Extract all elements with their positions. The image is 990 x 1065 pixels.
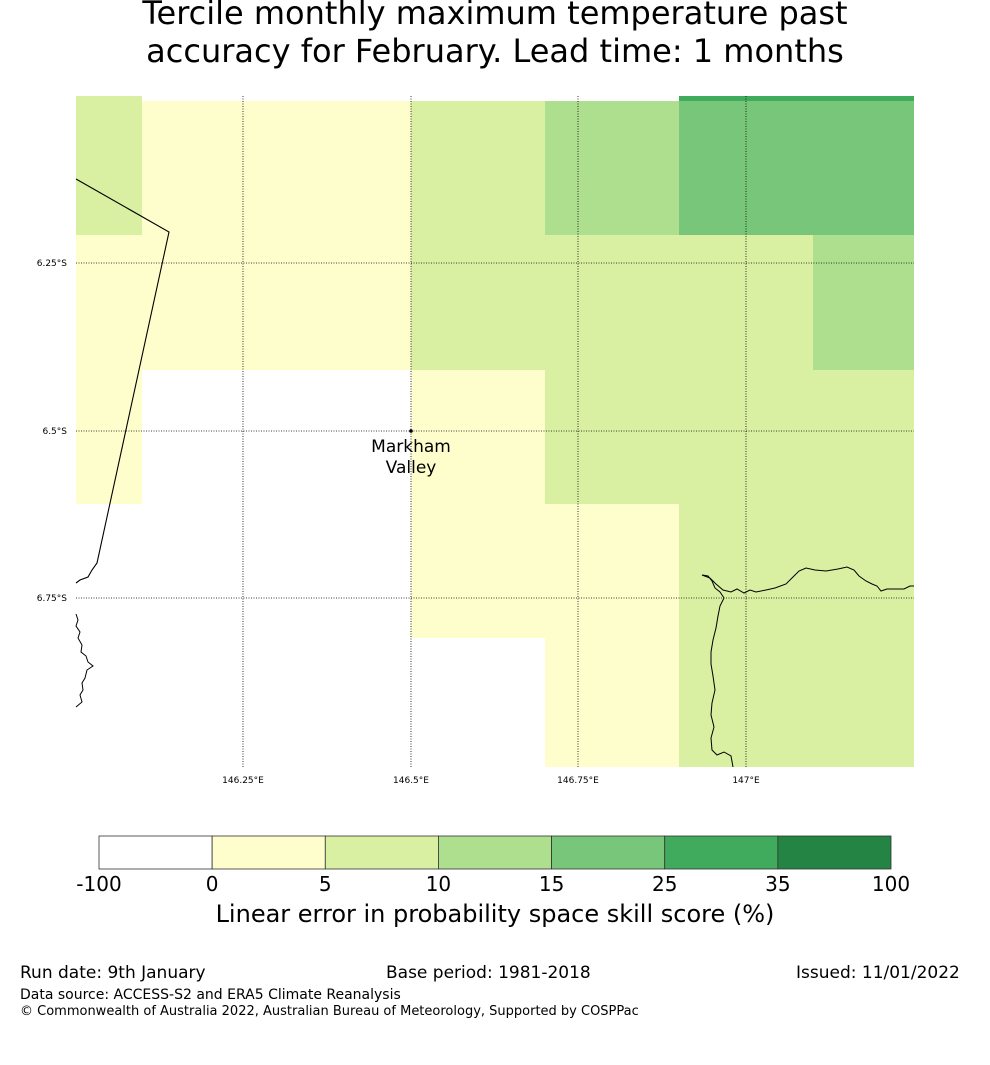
map-cell	[276, 504, 411, 638]
colorbar-label: Linear error in probability space skill …	[215, 900, 775, 928]
map-cell	[545, 370, 679, 504]
markham-valley-marker	[409, 429, 413, 433]
map-cell	[276, 101, 411, 235]
map-cell	[679, 235, 813, 370]
colorbar-swatch	[777, 835, 892, 870]
map-cell	[76, 101, 142, 235]
lon-label-146-75: 146.75°E	[557, 776, 599, 786]
location-label-line-1: Markham	[371, 437, 451, 457]
colorbar-tick-label: 0	[206, 872, 219, 896]
province-border	[75, 178, 170, 584]
map-cell	[411, 504, 545, 638]
colorbar-tick-label: 25	[652, 872, 677, 896]
map-grid-cells	[76, 101, 914, 767]
lat-label-6-5: 6.5°S	[42, 427, 67, 437]
colorbar-tick-label: 35	[765, 872, 790, 896]
map-cell	[679, 101, 813, 235]
map-cell	[679, 638, 813, 767]
map-cell	[411, 638, 545, 767]
copyright: © Commonwealth of Australia 2022, Austra…	[20, 1004, 639, 1019]
coastline-east-shore	[701, 566, 914, 594]
top-edge-strip	[679, 96, 914, 101]
colorbar-tick-label: 15	[539, 872, 564, 896]
chart-title: Tercile monthly maximum temperature past…	[0, 0, 990, 70]
colorbar-tick-label: 100	[872, 872, 910, 896]
skill-map: Markham Valley 146.25°E 146.5°E 146.75°E…	[37, 96, 914, 786]
coastline-east	[701, 574, 734, 768]
map-cell	[813, 370, 914, 504]
colorbar-tick-label: 5	[319, 872, 332, 896]
colorbar-swatch	[438, 835, 552, 870]
title-line-2: accuracy for February. Lead time: 1 mont…	[146, 32, 844, 70]
map-cell	[142, 504, 276, 638]
colorbar-swatch	[551, 835, 666, 870]
colorbar-boxes	[98, 835, 892, 870]
map-cell	[76, 370, 142, 504]
map-cell	[411, 370, 545, 504]
map-cell	[813, 504, 914, 638]
colorbar-ticks: -100 0 5 10 15 25 35 100	[76, 872, 910, 896]
data-source: Data source: ACCESS-S2 and ERA5 Climate …	[20, 987, 401, 1003]
base-period: Base period: 1981-2018	[386, 963, 591, 983]
coastline-west	[75, 613, 94, 708]
run-date: Run date: 9th January	[20, 963, 206, 983]
map-cell	[411, 235, 545, 370]
colorbar-tick-label: 10	[426, 872, 451, 896]
map-cell	[76, 235, 142, 370]
map-cell	[276, 235, 411, 370]
lat-label-6-75: 6.75°S	[37, 594, 68, 604]
colorbar-swatch	[98, 835, 213, 870]
map-cell	[545, 504, 679, 638]
location-label-line-2: Valley	[386, 458, 437, 478]
map-cell	[76, 504, 142, 638]
map-cell	[545, 235, 679, 370]
lon-label-146-25: 146.25°E	[222, 776, 264, 786]
lat-label-6-25: 6.25°S	[37, 259, 68, 269]
map-cell	[813, 235, 914, 370]
colorbar-swatch	[664, 835, 779, 870]
map-cell	[813, 638, 914, 767]
issued-date: Issued: 11/01/2022	[796, 963, 960, 983]
map-cell	[545, 101, 679, 235]
colorbar-swatch	[324, 835, 439, 870]
colorbar-tick-label: -100	[76, 872, 121, 896]
map-cell	[276, 370, 411, 504]
lon-label-146-5: 146.5°E	[393, 776, 429, 786]
map-cell	[545, 638, 679, 767]
lon-label-147: 147°E	[732, 776, 760, 786]
map-cell	[142, 101, 276, 235]
top-edge-strip-left	[76, 96, 142, 101]
map-cell	[142, 235, 276, 370]
map-cell	[411, 101, 545, 235]
title-line-1: Tercile monthly maximum temperature past	[142, 0, 848, 32]
map-cell	[813, 101, 914, 235]
map-cell	[76, 638, 142, 767]
map-cell	[142, 638, 276, 767]
map-cell	[276, 638, 411, 767]
colorbar-swatch	[211, 835, 326, 870]
map-cell	[142, 370, 276, 504]
